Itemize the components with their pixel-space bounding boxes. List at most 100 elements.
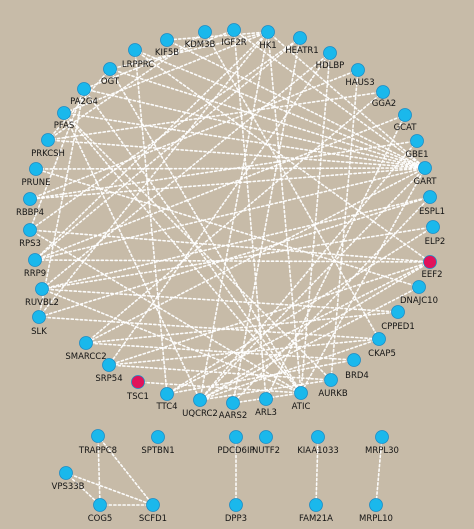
- node-gga2[interactable]: GGA2: [372, 85, 396, 110]
- node-mrpl30[interactable]: MRPL30: [365, 430, 399, 457]
- node-pdcd6ip[interactable]: PDCD6IP: [217, 430, 255, 457]
- node-circle-cog5[interactable]: [93, 498, 107, 512]
- node-haus3[interactable]: HAUS3: [345, 63, 375, 89]
- node-circle-nutf2[interactable]: [259, 430, 273, 444]
- node-pa2g4[interactable]: PA2G4: [70, 82, 98, 108]
- node-ckap5[interactable]: CKAP5: [368, 332, 396, 360]
- node-arl3[interactable]: ARL3: [255, 392, 277, 419]
- node-espl1[interactable]: ESPL1: [419, 190, 445, 218]
- node-ogt[interactable]: OGT: [101, 62, 120, 88]
- node-igf2r[interactable]: IGF2R: [221, 23, 247, 49]
- node-circle-gcat[interactable]: [398, 108, 412, 122]
- node-circle-ruvbl2[interactable]: [35, 282, 49, 296]
- node-circle-eef2[interactable]: [423, 255, 437, 269]
- node-scfd1[interactable]: SCFD1: [139, 498, 167, 525]
- node-circle-aurkb[interactable]: [324, 373, 338, 387]
- node-circle-ogt[interactable]: [103, 62, 117, 76]
- node-circle-trappc8[interactable]: [91, 429, 105, 443]
- node-kif5b[interactable]: KIF5B: [155, 33, 179, 59]
- node-circle-gbe1[interactable]: [410, 134, 424, 148]
- node-circle-hk1[interactable]: [261, 25, 275, 39]
- node-circle-tsc1[interactable]: [131, 375, 145, 389]
- node-pfas[interactable]: PFAS: [54, 106, 74, 132]
- node-trappc8[interactable]: TRAPPC8: [78, 429, 117, 457]
- node-hdlbp[interactable]: HDLBP: [316, 46, 345, 72]
- node-circle-rrp9[interactable]: [28, 253, 42, 267]
- node-fam21a[interactable]: FAM21A: [299, 498, 333, 525]
- node-hk1[interactable]: HK1: [259, 25, 277, 52]
- node-circle-kdm3b[interactable]: [198, 25, 212, 39]
- node-smarcc2[interactable]: SMARCC2: [65, 336, 107, 363]
- node-circle-pdcd6ip[interactable]: [229, 430, 243, 444]
- node-eef2[interactable]: EEF2: [421, 255, 443, 281]
- node-circle-rps3[interactable]: [23, 223, 37, 237]
- node-circle-pfas[interactable]: [57, 106, 71, 120]
- node-circle-fam21a[interactable]: [309, 498, 323, 512]
- node-kiaa1033[interactable]: KIAA1033: [297, 430, 339, 457]
- node-gart[interactable]: GART: [414, 161, 438, 188]
- node-circle-kiaa1033[interactable]: [311, 430, 325, 444]
- node-cpped1[interactable]: CPPED1: [381, 305, 415, 333]
- node-elp2[interactable]: ELP2: [425, 220, 446, 248]
- node-circle-ttc4[interactable]: [160, 387, 174, 401]
- node-circle-srp54[interactable]: [102, 358, 116, 372]
- node-circle-heatr1[interactable]: [293, 31, 307, 45]
- node-gcat[interactable]: GCAT: [394, 108, 418, 134]
- node-circle-gga2[interactable]: [376, 85, 390, 99]
- node-circle-brd4[interactable]: [347, 353, 361, 367]
- node-ruvbl2[interactable]: RUVBL2: [25, 282, 59, 309]
- node-circle-rbbp4[interactable]: [23, 192, 37, 206]
- node-circle-mrpl10[interactable]: [369, 498, 383, 512]
- node-slk[interactable]: SLK: [31, 310, 47, 338]
- node-aars2[interactable]: AARS2: [219, 396, 248, 422]
- node-rrp9[interactable]: RRP9: [24, 253, 46, 280]
- node-circle-prkcsh[interactable]: [41, 133, 55, 147]
- node-circle-elp2[interactable]: [426, 220, 440, 234]
- node-circle-pa2g4[interactable]: [77, 82, 91, 96]
- node-circle-hdlbp[interactable]: [323, 46, 337, 60]
- node-circle-dnajc10[interactable]: [412, 280, 426, 294]
- node-prune[interactable]: PRUNE: [22, 162, 51, 189]
- node-srp54[interactable]: SRP54: [95, 358, 123, 385]
- node-heatr1[interactable]: HEATR1: [285, 31, 319, 57]
- node-ttc4[interactable]: TTC4: [155, 387, 178, 413]
- node-prkcsh[interactable]: PRKCSH: [31, 133, 65, 160]
- node-circle-prune[interactable]: [29, 162, 43, 176]
- node-rps3[interactable]: RPS3: [19, 223, 41, 250]
- node-circle-dpp3[interactable]: [229, 498, 243, 512]
- node-circle-atic[interactable]: [294, 386, 308, 400]
- node-circle-haus3[interactable]: [351, 63, 365, 77]
- node-circle-lrpprc[interactable]: [128, 43, 142, 57]
- node-mrpl10[interactable]: MRPL10: [359, 498, 393, 525]
- node-rbbp4[interactable]: RBBP4: [16, 192, 44, 219]
- node-circle-aars2[interactable]: [226, 396, 240, 410]
- node-brd4[interactable]: BRD4: [345, 353, 369, 382]
- node-lrpprc[interactable]: LRPPRC: [122, 43, 154, 71]
- node-sptbn1[interactable]: SPTBN1: [141, 430, 175, 457]
- node-atic[interactable]: ATIC: [292, 386, 311, 413]
- node-uqcrc2[interactable]: UQCRC2: [182, 393, 218, 420]
- node-cog5[interactable]: COG5: [88, 498, 113, 525]
- node-nutf2[interactable]: NUTF2: [252, 430, 280, 457]
- node-circle-sptbn1[interactable]: [151, 430, 165, 444]
- node-gbe1[interactable]: GBE1: [405, 134, 429, 161]
- node-circle-slk[interactable]: [32, 310, 46, 324]
- node-circle-kif5b[interactable]: [160, 33, 174, 47]
- node-circle-igf2r[interactable]: [227, 23, 241, 37]
- node-aurkb[interactable]: AURKB: [318, 373, 348, 400]
- node-circle-arl3[interactable]: [259, 392, 273, 406]
- node-dpp3[interactable]: DPP3: [225, 498, 247, 525]
- node-circle-mrpl30[interactable]: [375, 430, 389, 444]
- node-circle-cpped1[interactable]: [391, 305, 405, 319]
- node-circle-scfd1[interactable]: [146, 498, 160, 512]
- node-circle-vps33b[interactable]: [59, 466, 73, 480]
- node-circle-uqcrc2[interactable]: [193, 393, 207, 407]
- node-vps33b[interactable]: VPS33B: [52, 466, 85, 493]
- node-circle-smarcc2[interactable]: [79, 336, 93, 350]
- node-circle-gart[interactable]: [418, 161, 432, 175]
- node-circle-ckap5[interactable]: [372, 332, 386, 346]
- node-circle-espl1[interactable]: [423, 190, 437, 204]
- node-dnajc10[interactable]: DNAJC10: [400, 280, 438, 307]
- node-tsc1[interactable]: TSC1: [126, 375, 149, 403]
- node-kdm3b[interactable]: KDM3B: [185, 25, 216, 51]
